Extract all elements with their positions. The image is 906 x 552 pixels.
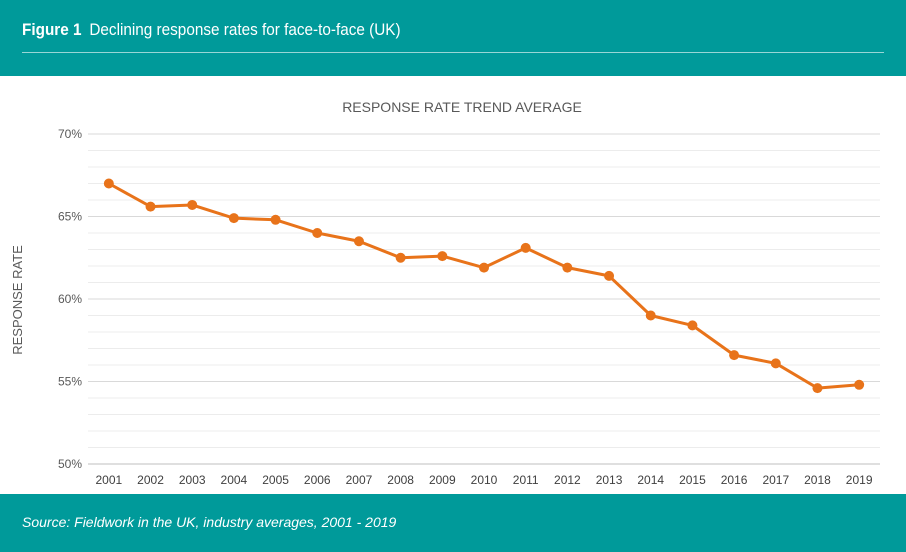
x-tick-label: 2019 xyxy=(846,473,873,487)
data-point-2014 xyxy=(645,310,656,321)
x-tick-label: 2010 xyxy=(471,473,498,487)
x-tick-label: 2013 xyxy=(596,473,623,487)
x-tick-label: 2014 xyxy=(637,473,664,487)
y-axis-label: RESPONSE RATE xyxy=(10,245,25,355)
data-point-2007 xyxy=(353,236,364,247)
y-tick-label: 50% xyxy=(58,457,82,471)
data-point-2006 xyxy=(312,228,323,238)
x-tick-label: 2005 xyxy=(262,473,289,487)
x-tick-label: 2018 xyxy=(804,473,831,487)
series-line xyxy=(108,182,860,390)
x-tick-label: 2003 xyxy=(179,473,206,487)
data-point-2017 xyxy=(770,358,781,369)
header-divider xyxy=(22,52,884,53)
series-response-rate xyxy=(103,178,865,394)
data-point-2001 xyxy=(103,178,114,189)
data-point-2008 xyxy=(395,252,406,263)
figure-label: Figure 1 xyxy=(22,20,82,39)
x-tick-label: 2017 xyxy=(762,473,789,487)
data-point-2015 xyxy=(687,320,698,331)
data-point-2012 xyxy=(562,262,573,273)
chart-title: RESPONSE RATE TREND AVERAGE xyxy=(342,99,582,115)
data-point-2003 xyxy=(187,199,198,210)
data-point-2013 xyxy=(604,270,615,281)
source-note: Source: Fieldwork in the UK, industry av… xyxy=(22,514,397,530)
y-tick-label: 65% xyxy=(58,210,82,224)
x-tick-label: 2006 xyxy=(304,473,331,487)
line-chart: RESPONSE RATE TREND AVERAGE RESPONSE RAT… xyxy=(10,99,880,487)
x-tick-label: 2016 xyxy=(721,473,748,487)
y-tick-label: 60% xyxy=(58,292,82,306)
data-point-2009 xyxy=(437,251,448,262)
x-tick-label: 2011 xyxy=(513,473,539,487)
data-point-2002 xyxy=(145,201,156,212)
y-tick-label: 55% xyxy=(58,375,82,389)
data-point-2005 xyxy=(270,214,281,225)
x-tick-label: 2004 xyxy=(221,473,248,487)
x-tick-label: 2015 xyxy=(679,473,706,487)
data-point-2011 xyxy=(520,242,531,253)
x-tick-label: 2001 xyxy=(95,473,122,487)
y-tick-label: 70% xyxy=(58,127,82,141)
y-tick-labels: 50% 55% 60% 65% 70% xyxy=(58,127,82,471)
x-tick-label: 2002 xyxy=(137,473,164,487)
x-tick-label: 2007 xyxy=(346,473,373,487)
x-tick-labels: 2001 2002 2003 2004 2005 2006 2007 2008 2009 2010… xyxy=(95,473,872,487)
data-point-2004 xyxy=(228,213,239,224)
data-point-2019 xyxy=(854,379,865,390)
figure-title-text: Declining response rates for face-to-fac… xyxy=(89,20,401,39)
x-tick-label: 2009 xyxy=(429,473,456,487)
figure-title: Figure 1 Declining response rates for fa… xyxy=(22,20,401,40)
data-point-2018 xyxy=(812,383,823,394)
x-tick-label: 2008 xyxy=(387,473,414,487)
x-tick-label: 2012 xyxy=(554,473,581,487)
figure-footer: Source: Fieldwork in the UK, industry av… xyxy=(0,494,906,552)
figure-header: Figure 1 Declining response rates for fa… xyxy=(0,0,906,76)
gridlines xyxy=(88,133,880,465)
data-point-2010 xyxy=(479,262,489,273)
data-point-2016 xyxy=(729,350,740,361)
